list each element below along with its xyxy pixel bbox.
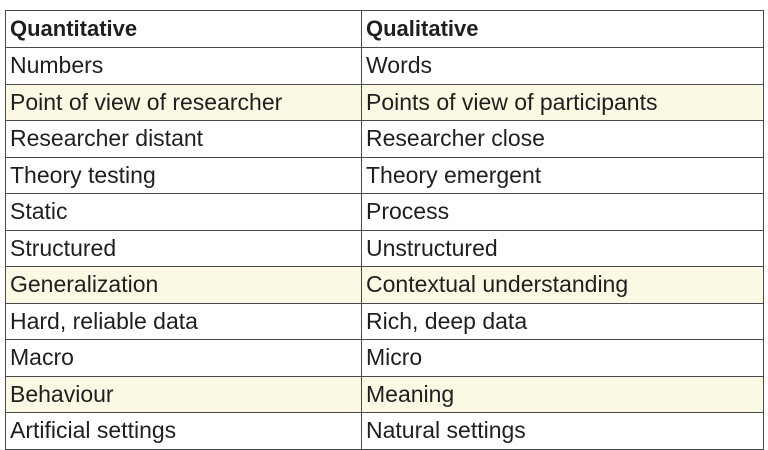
table-row: Point of view of researcher Points of vi… bbox=[5, 83, 764, 121]
table-header-row: Quantitative Qualitative bbox=[5, 10, 764, 48]
cell-quantitative: Static bbox=[5, 193, 362, 231]
table-row: Behaviour Meaning bbox=[5, 375, 764, 413]
header-qualitative: Qualitative bbox=[361, 10, 764, 48]
cell-quantitative: Theory testing bbox=[5, 156, 362, 194]
table-row: Artificial settings Natural settings bbox=[5, 412, 764, 450]
table-row: Structured Unstructured bbox=[5, 229, 764, 267]
cell-quantitative: Artificial settings bbox=[5, 412, 362, 450]
cell-qualitative: Researcher close bbox=[361, 120, 764, 158]
table-row: Hard, reliable data Rich, deep data bbox=[5, 302, 764, 340]
cell-qualitative: Rich, deep data bbox=[361, 302, 764, 340]
cell-qualitative: Unstructured bbox=[361, 229, 764, 267]
cell-quantitative: Behaviour bbox=[5, 375, 362, 413]
cell-quantitative: Macro bbox=[5, 339, 362, 377]
cell-qualitative: Micro bbox=[361, 339, 764, 377]
cell-qualitative: Process bbox=[361, 193, 764, 231]
cell-quantitative: Point of view of researcher bbox=[5, 83, 362, 121]
table-row: Theory testing Theory emergent bbox=[5, 156, 764, 194]
cell-qualitative: Words bbox=[361, 47, 764, 85]
cell-qualitative: Meaning bbox=[361, 375, 764, 413]
header-quantitative: Quantitative bbox=[5, 10, 362, 48]
cell-quantitative: Hard, reliable data bbox=[5, 302, 362, 340]
cell-quantitative: Researcher distant bbox=[5, 120, 362, 158]
table-row: Researcher distant Researcher close bbox=[5, 120, 764, 158]
comparison-table: Quantitative Qualitative Numbers Words P… bbox=[5, 10, 764, 450]
cell-quantitative: Numbers bbox=[5, 47, 362, 85]
cell-qualitative: Contextual understanding bbox=[361, 266, 764, 304]
cell-qualitative: Points of view of participants bbox=[361, 83, 764, 121]
table-row: Generalization Contextual understanding bbox=[5, 266, 764, 304]
cell-quantitative: Generalization bbox=[5, 266, 362, 304]
cell-quantitative: Structured bbox=[5, 229, 362, 267]
cell-qualitative: Theory emergent bbox=[361, 156, 764, 194]
table-row: Macro Micro bbox=[5, 339, 764, 377]
cell-qualitative: Natural settings bbox=[361, 412, 764, 450]
table-row: Numbers Words bbox=[5, 47, 764, 85]
table-row: Static Process bbox=[5, 193, 764, 231]
